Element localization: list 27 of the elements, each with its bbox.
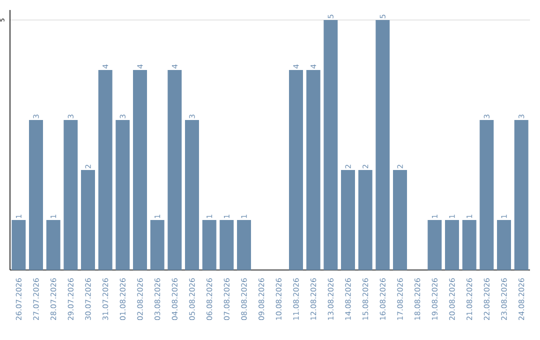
bar [185, 120, 199, 270]
bar [445, 220, 460, 270]
bar [306, 70, 320, 270]
bar [462, 220, 476, 270]
bar [358, 170, 372, 270]
bar [514, 120, 528, 270]
bar [116, 120, 130, 270]
bar [428, 220, 442, 270]
bar [168, 70, 182, 270]
bar [98, 70, 112, 270]
bar [46, 220, 60, 270]
bar [220, 220, 234, 270]
bar [202, 220, 216, 270]
bar [12, 220, 26, 270]
bar [393, 170, 408, 270]
bar [324, 20, 338, 270]
bar [497, 220, 512, 270]
bar [480, 120, 494, 270]
bar [237, 220, 251, 270]
bar [29, 120, 43, 270]
bar [341, 170, 356, 270]
bar [289, 70, 304, 270]
bar [150, 220, 164, 270]
bar [81, 170, 95, 270]
bar [133, 70, 147, 270]
bar [376, 20, 390, 270]
bar [64, 120, 78, 270]
